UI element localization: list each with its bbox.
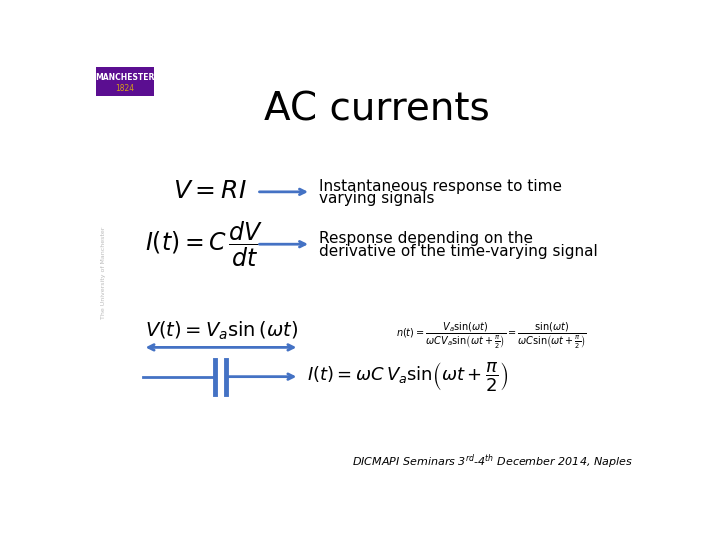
Bar: [96, 67, 154, 96]
Text: $\mathit{I}(\mathit{t}) = \omega \mathit{C}\,\mathit{V}_a \sin\!\left(\omega \ma: $\mathit{I}(\mathit{t}) = \omega \mathit…: [307, 360, 508, 393]
Text: derivative of the time-varying signal: derivative of the time-varying signal: [319, 244, 598, 259]
Text: $\mathit{I}(\mathit{t}) = \mathit{C}\,\dfrac{d\mathit{V}}{d\mathit{t}}$: $\mathit{I}(\mathit{t}) = \mathit{C}\,\d…: [145, 220, 264, 269]
Text: varying signals: varying signals: [319, 191, 434, 206]
Text: $n(t) = \dfrac{V_a\sin(\omega t)}{\omega C V_a\sin\!\left(\omega t+\frac{\pi}{2}: $n(t) = \dfrac{V_a\sin(\omega t)}{\omega…: [396, 321, 587, 351]
Text: MANCHESTER: MANCHESTER: [95, 73, 155, 83]
Text: AC currents: AC currents: [264, 91, 490, 129]
Text: Instantaneous response to time: Instantaneous response to time: [319, 179, 562, 194]
Text: The University of Manchester: The University of Manchester: [102, 226, 107, 319]
Text: 1824: 1824: [115, 84, 135, 93]
Text: $\mathit{V} = \mathit{RI}$: $\mathit{V} = \mathit{RI}$: [174, 180, 247, 204]
Text: DICMAPI Seminars 3$^{rd}$-4$^{th}$ December 2014, Naples: DICMAPI Seminars 3$^{rd}$-4$^{th}$ Decem…: [351, 453, 632, 471]
Text: $\mathit{V}(\mathit{t}) = \mathit{V}_a \sin\left(\omega \mathit{t}\right)$: $\mathit{V}(\mathit{t}) = \mathit{V}_a \…: [145, 319, 298, 342]
Text: Response depending on the: Response depending on the: [319, 231, 533, 246]
